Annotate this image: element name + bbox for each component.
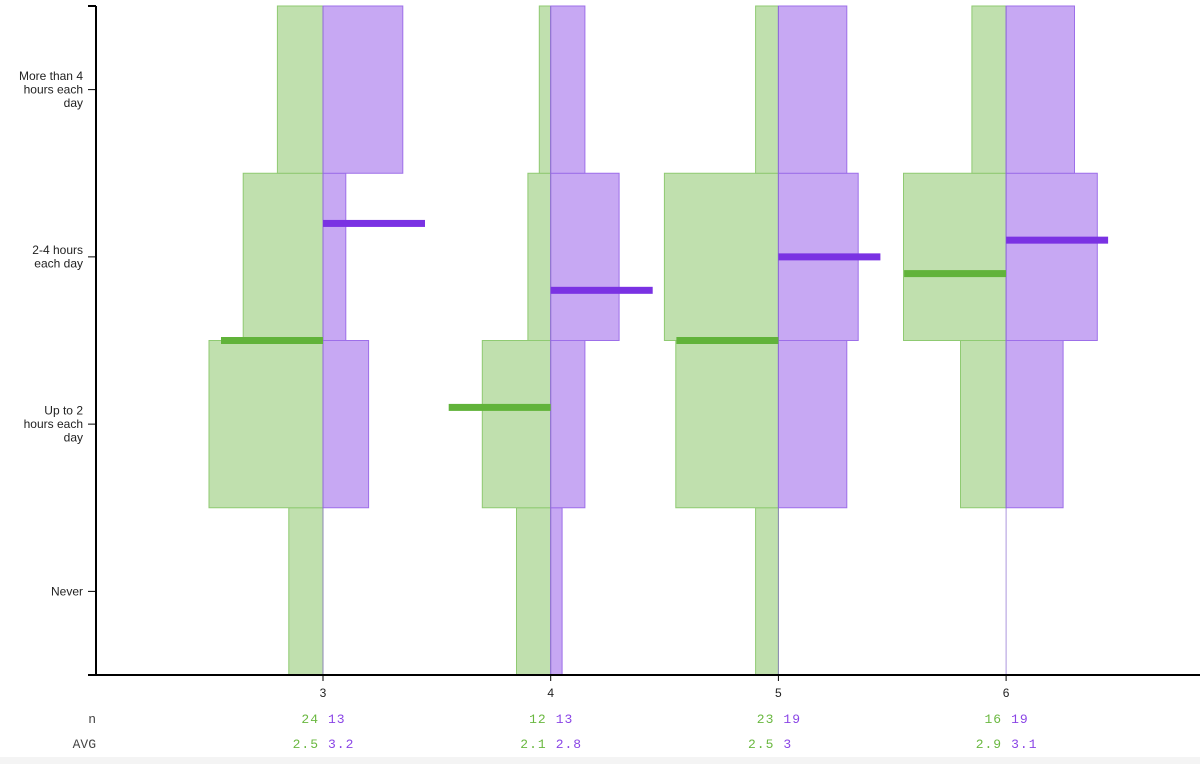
bar-green-4-3 [538,5,552,174]
avg-marker-green-3 [221,337,323,344]
bar-green-5-2 [663,172,779,341]
row-label-avg: AVG [73,737,96,752]
bar-purple-3-2 [322,172,347,341]
stat-n-purple-5: 19 [783,712,801,727]
bar-purple-5-3 [777,5,848,174]
avg-marker-green-4 [448,403,551,411]
stat-n-green-6: 16 [984,712,1002,727]
stat-avg-green-3: 2.5 [293,737,319,752]
bar-purple-4-2 [550,172,620,341]
stat-n-purple-4: 13 [556,712,574,727]
bar-purple-6-3 [1005,5,1075,174]
bar-green-3-1 [208,340,324,509]
bar-green-5-0 [755,507,779,676]
page-footer-strip [0,757,1200,764]
bar-purple-6-1 [1005,340,1064,509]
x-tick-label-4: 4 [547,686,554,700]
stat-avg-purple-5: 3 [783,737,792,752]
x-tick-label-5: 5 [775,686,782,700]
x-tick-label-6: 6 [1003,686,1010,700]
y-tick-label-3: More than 4 hours each day [19,69,83,110]
bar-green-4-2 [527,172,552,341]
stat-avg-purple-4: 2.8 [556,737,582,752]
bar-purple-5-1 [777,340,848,509]
bar-purple-4-0 [550,507,563,676]
bar-purple-3-3 [322,5,404,174]
bar-green-4-0 [516,507,552,676]
avg-marker-purple-6 [1006,236,1109,244]
stat-n-purple-6: 19 [1011,712,1029,727]
bar-purple-4-3 [550,5,586,174]
bar-green-5-1 [675,340,779,509]
bar-purple-4-1 [550,340,586,509]
bar-green-3-3 [276,5,324,174]
avg-marker-green-6 [904,270,1007,278]
avg-marker-purple-4 [550,286,653,294]
chart-axes [88,5,1200,681]
chart-marks [208,5,1109,676]
y-tick-label-2: 2-4 hours each day [32,243,83,271]
avg-marker-purple-3 [323,219,425,227]
avg-marker-purple-5 [778,253,881,261]
avg-marker-green-5 [676,337,779,344]
y-tick-label-0: Never [51,584,83,598]
stat-avg-green-5: 2.5 [748,737,774,752]
bar-green-5-3 [755,5,779,174]
stat-avg-purple-3: 3.2 [328,737,354,752]
x-tick-label-3: 3 [320,686,327,700]
bar-green-6-2 [903,172,1007,341]
stat-n-green-3: 24 [301,712,319,727]
bar-purple-3-1 [322,340,370,509]
bar-green-3-0 [288,507,324,676]
stat-n-purple-3: 13 [328,712,346,727]
bar-green-4-1 [481,340,552,509]
bar-green-6-1 [960,340,1007,509]
stat-avg-green-4: 2.1 [520,737,546,752]
bar-green-3-2 [242,172,324,341]
row-label-n: n [88,712,96,727]
stat-n-green-5: 23 [757,712,775,727]
stat-avg-green-6: 2.9 [976,737,1002,752]
bar-green-6-3 [971,5,1007,174]
stat-avg-purple-6: 3.1 [1011,737,1037,752]
y-tick-label-1: Up to 2 hours each day [24,404,84,445]
bar-purple-6-2 [1005,172,1098,341]
stat-n-green-4: 12 [529,712,547,727]
